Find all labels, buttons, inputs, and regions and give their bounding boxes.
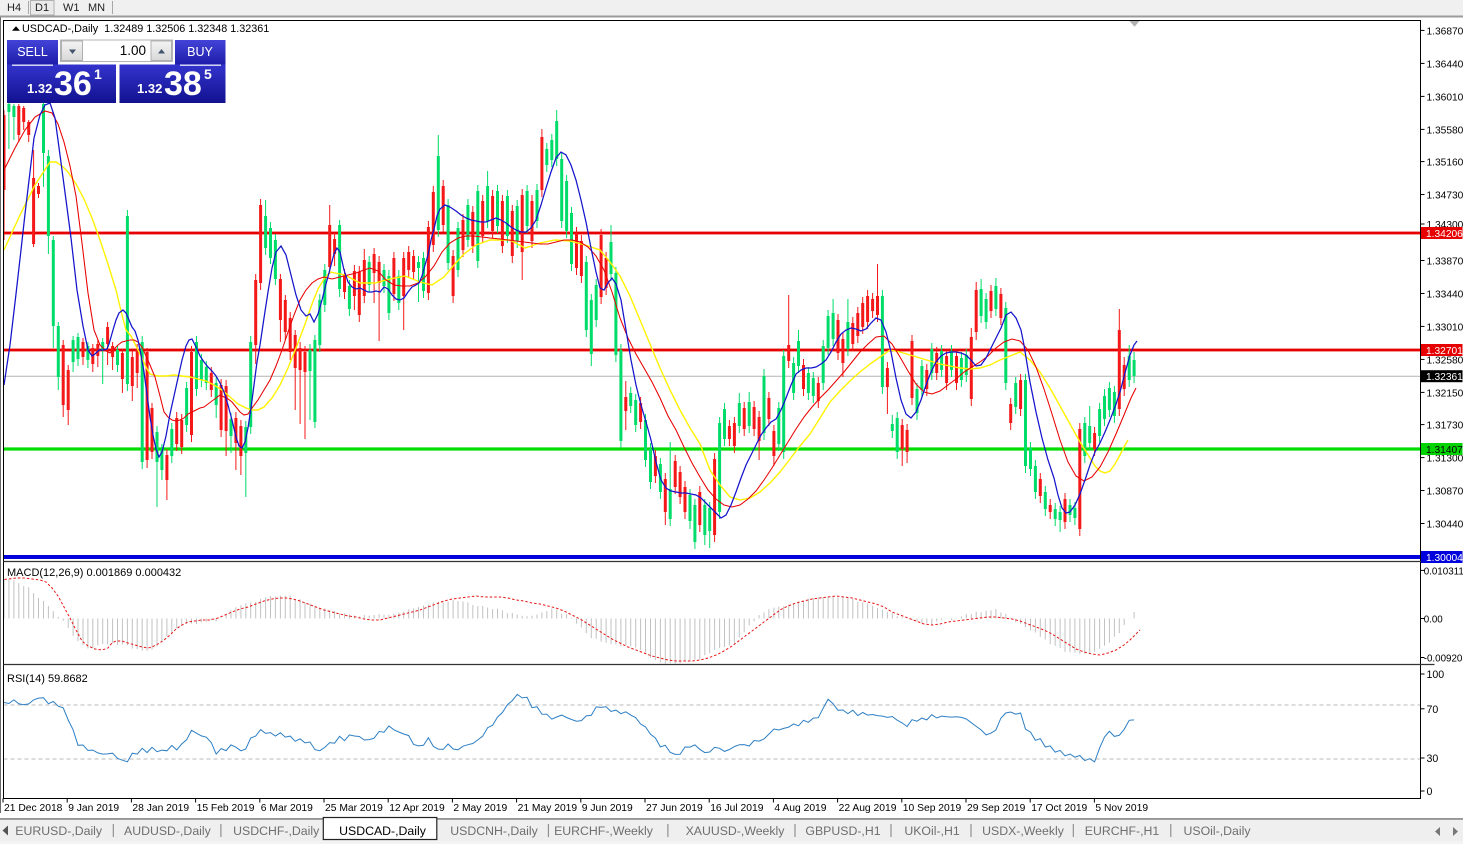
- svg-text:1.35580: 1.35580: [1427, 125, 1463, 136]
- svg-text:1.33010: 1.33010: [1427, 322, 1463, 333]
- svg-text:28 Jan 2019: 28 Jan 2019: [132, 803, 189, 814]
- svg-text:MN: MN: [88, 2, 105, 14]
- svg-text:EURCHF-,H1: EURCHF-,H1: [1085, 824, 1160, 838]
- svg-text:1.36010: 1.36010: [1427, 92, 1463, 103]
- svg-text:USDX-,Weekly: USDX-,Weekly: [982, 824, 1065, 838]
- svg-text:1.30440: 1.30440: [1427, 520, 1463, 531]
- svg-text:36: 36: [54, 65, 92, 103]
- svg-text:1.32150: 1.32150: [1427, 388, 1463, 399]
- svg-text:XAUUSD-,Weekly: XAUUSD-,Weekly: [686, 824, 786, 838]
- svg-text:1.33440: 1.33440: [1427, 290, 1463, 301]
- svg-text:1.32: 1.32: [27, 81, 52, 96]
- svg-text:-0.009203: -0.009203: [1424, 654, 1463, 665]
- svg-text:25 Mar 2019: 25 Mar 2019: [325, 803, 383, 814]
- svg-text:0.010311: 0.010311: [1424, 566, 1463, 577]
- svg-text:USDCHF-,Daily: USDCHF-,Daily: [233, 824, 320, 838]
- svg-text:D1: D1: [35, 2, 49, 14]
- svg-text:6 Mar 2019: 6 Mar 2019: [261, 803, 313, 814]
- svg-text:9 Jun 2019: 9 Jun 2019: [582, 803, 633, 814]
- svg-text:1: 1: [94, 66, 102, 82]
- svg-text:9 Jan 2019: 9 Jan 2019: [68, 803, 119, 814]
- svg-text:EURCHF-,Weekly: EURCHF-,Weekly: [554, 824, 654, 838]
- svg-text:GBPUSD-,H1: GBPUSD-,H1: [805, 824, 880, 838]
- svg-text:EURUSD-,Daily: EURUSD-,Daily: [15, 824, 103, 838]
- svg-text:1.31300: 1.31300: [1427, 454, 1463, 465]
- svg-text:W1: W1: [63, 2, 80, 14]
- svg-text:USDCNH-,Daily: USDCNH-,Daily: [450, 824, 538, 838]
- svg-text:15 Feb 2019: 15 Feb 2019: [197, 803, 255, 814]
- svg-text:1.32: 1.32: [137, 81, 162, 96]
- svg-text:1.34206: 1.34206: [1426, 229, 1463, 240]
- svg-text:1.31407: 1.31407: [1426, 445, 1463, 456]
- svg-text:USOil-,Daily: USOil-,Daily: [1184, 824, 1252, 838]
- svg-text:4 Aug 2019: 4 Aug 2019: [774, 803, 826, 814]
- svg-text:1.32701: 1.32701: [1426, 346, 1463, 357]
- svg-text:1.36870: 1.36870: [1427, 26, 1463, 37]
- svg-text:1.36440: 1.36440: [1427, 59, 1463, 70]
- svg-text:10 Sep 2019: 10 Sep 2019: [903, 803, 962, 814]
- svg-text:1.30004: 1.30004: [1426, 553, 1463, 564]
- svg-text:1.30870: 1.30870: [1427, 487, 1463, 498]
- svg-text:5: 5: [204, 66, 212, 82]
- svg-text:1.34730: 1.34730: [1427, 191, 1463, 202]
- svg-text:17 Oct 2019: 17 Oct 2019: [1031, 803, 1087, 814]
- svg-text:27 Jun 2019: 27 Jun 2019: [646, 803, 703, 814]
- svg-text:38: 38: [164, 65, 202, 103]
- svg-text:21 May 2019: 21 May 2019: [518, 803, 578, 814]
- svg-text:1.35160: 1.35160: [1427, 158, 1463, 169]
- svg-text:1.32580: 1.32580: [1427, 355, 1463, 366]
- svg-text:1.32361: 1.32361: [1426, 372, 1463, 383]
- svg-text:100: 100: [1427, 669, 1445, 681]
- svg-text:MACD(12,26,9) 0.001869 0.00043: MACD(12,26,9) 0.001869 0.000432: [7, 567, 181, 579]
- svg-text:21 Dec 2018: 21 Dec 2018: [4, 803, 63, 814]
- svg-text:H4: H4: [7, 2, 21, 14]
- svg-text:29 Sep 2019: 29 Sep 2019: [967, 803, 1026, 814]
- svg-text:1.00: 1.00: [120, 43, 146, 58]
- svg-text:SELL: SELL: [17, 45, 48, 59]
- svg-text:UKOil-,H1: UKOil-,H1: [904, 824, 960, 838]
- svg-text:5 Nov 2019: 5 Nov 2019: [1095, 803, 1148, 814]
- svg-text:USDCAD-,Daily 1.32489 1.32506: USDCAD-,Daily 1.32489 1.32506 1.32348 1.…: [22, 23, 269, 35]
- svg-text:1.34300: 1.34300: [1427, 220, 1463, 231]
- svg-text:AUDUSD-,Daily: AUDUSD-,Daily: [124, 824, 212, 838]
- svg-text:16 Jul 2019: 16 Jul 2019: [710, 803, 764, 814]
- svg-text:12 Apr 2019: 12 Apr 2019: [389, 803, 445, 814]
- svg-text:22 Aug 2019: 22 Aug 2019: [839, 803, 897, 814]
- svg-text:USDCAD-,Daily: USDCAD-,Daily: [339, 824, 427, 838]
- svg-text:RSI(14) 59.8682: RSI(14) 59.8682: [7, 673, 88, 685]
- svg-text:70: 70: [1427, 704, 1439, 716]
- svg-text:1.33870: 1.33870: [1427, 257, 1463, 268]
- svg-text:1.31730: 1.31730: [1427, 421, 1463, 432]
- svg-text:BUY: BUY: [187, 45, 213, 59]
- svg-text:30: 30: [1427, 753, 1439, 765]
- svg-text:2 May 2019: 2 May 2019: [453, 803, 507, 814]
- svg-text:0: 0: [1427, 786, 1433, 798]
- svg-text:0.00: 0.00: [1424, 615, 1444, 626]
